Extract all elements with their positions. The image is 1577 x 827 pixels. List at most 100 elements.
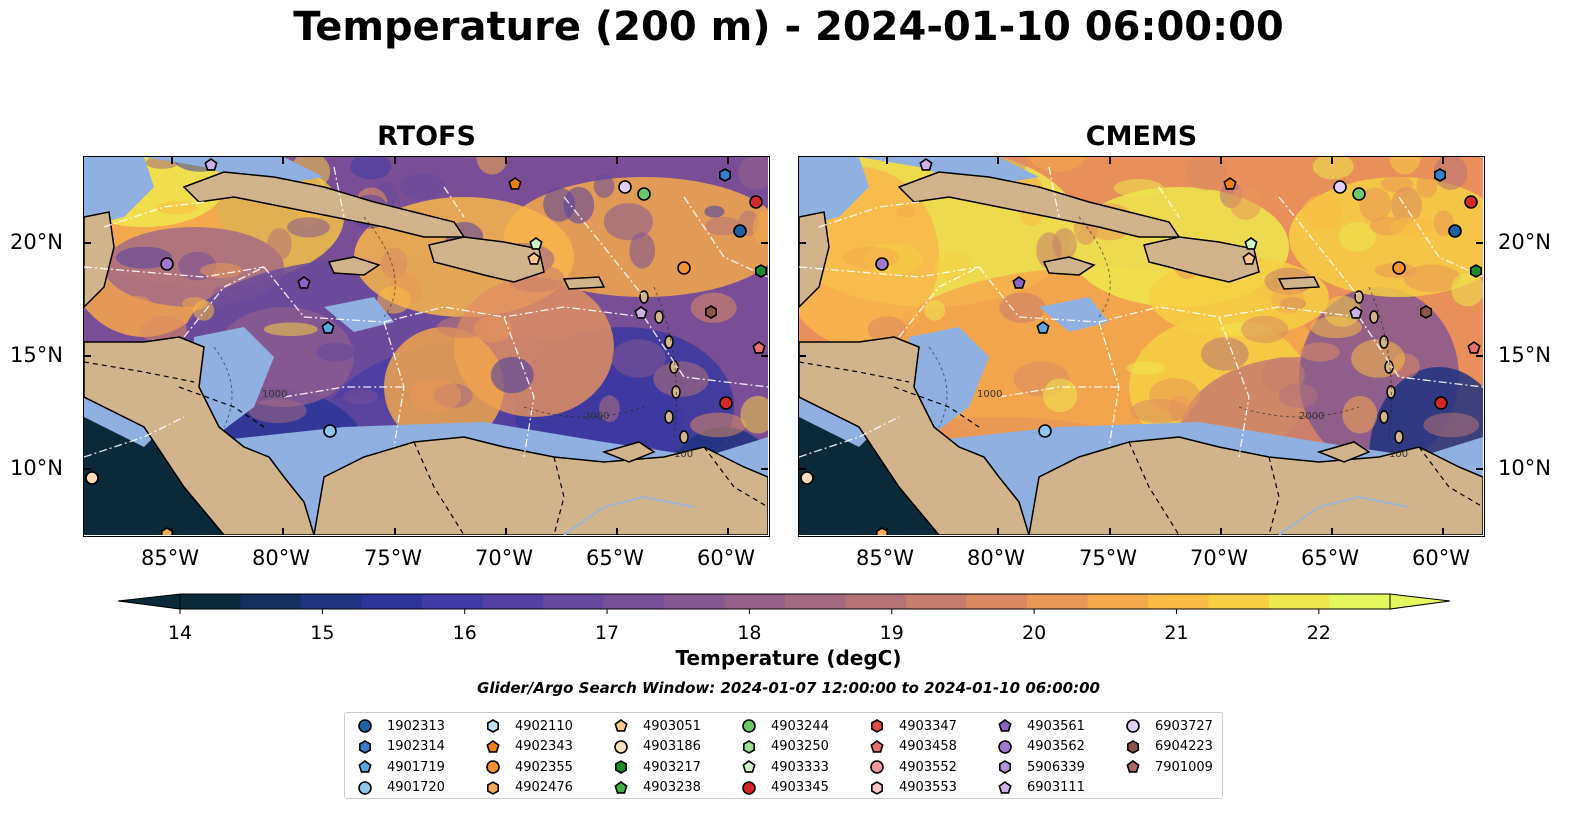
- pentagon-marker-icon: [998, 719, 1012, 732]
- pentagon-marker-icon: [614, 780, 628, 794]
- colorbar-extend-min: [117, 593, 181, 610]
- colorbar-segment: [361, 594, 423, 609]
- legend-label: 4903250: [771, 739, 829, 754]
- float-marker-6904223: [704, 305, 718, 319]
- figure-title: Temperature (200 m) - 2024-01-10 06:00:0…: [293, 4, 1284, 50]
- legend-item-4902343: 4902343: [485, 737, 573, 757]
- legend-label: 6903111: [1027, 780, 1085, 795]
- colorbar-tick-label: 21: [1164, 622, 1189, 644]
- float-marker-6903111: [919, 158, 933, 171]
- legend-item-4903051: 4903051: [613, 716, 701, 736]
- search-window-text: Glider/Argo Search Window: 2024-01-07 12…: [477, 679, 1100, 697]
- colorbar-tick-label: 18: [737, 622, 762, 644]
- legend-item-1902314: 1902314: [357, 737, 445, 757]
- map-cmems[interactable]: 1000 100 2000: [798, 156, 1485, 537]
- legend-marker: [1126, 760, 1140, 773]
- lon-tick-label: 75°W: [364, 546, 422, 570]
- colorbar-segment: [724, 594, 786, 609]
- legend-marker: [998, 760, 1011, 774]
- float-marker-4902355: [677, 261, 691, 275]
- legend-label: 4903562: [1027, 739, 1085, 754]
- legend-item-4903347: 4903347: [869, 716, 957, 736]
- legend-item-4903217: 4903217: [613, 757, 701, 777]
- colorbar-segment: [603, 594, 665, 609]
- legend-marker: [742, 760, 756, 773]
- legend-marker: [742, 719, 756, 733]
- colorbar-segment: [906, 594, 967, 609]
- legend-label: 1902314: [387, 739, 445, 754]
- legend-label: 4903458: [899, 739, 957, 754]
- float-marker-4903333: [529, 237, 543, 250]
- hexagon-marker-icon: [358, 739, 371, 754]
- circle-marker-icon: [742, 780, 756, 795]
- float-marker-6903111: [634, 306, 648, 319]
- legend-marker: [486, 780, 499, 795]
- legend-marker: [486, 719, 499, 733]
- legend-label: 5906339: [1027, 759, 1085, 775]
- float-marker-6903111: [1349, 306, 1363, 319]
- legend-label: 6903727: [1155, 718, 1213, 734]
- legend-marker: [1126, 719, 1140, 733]
- colorbar-segment: [785, 594, 846, 609]
- lon-tick-label: 60°W: [1412, 546, 1470, 570]
- legend-marker: [870, 719, 883, 733]
- contour-label: 1000: [977, 389, 1002, 400]
- legend-marker: [486, 739, 500, 753]
- lon-tick-label: 75°W: [1079, 546, 1137, 570]
- circle-marker-icon: [998, 739, 1012, 754]
- legend-item-4903250: 4903250: [741, 737, 829, 757]
- contour-label: 2000: [1299, 411, 1324, 422]
- map-rtofs[interactable]: 1000 100 2000: [83, 156, 770, 537]
- float-marker-6903111: [204, 158, 218, 171]
- float-marker-1902314: [718, 168, 732, 182]
- legend-item-4903238: 4903238: [613, 778, 701, 798]
- pentagon-marker-icon: [486, 739, 500, 753]
- colorbar-tick-label: 16: [452, 622, 477, 644]
- legend-label: 4903238: [643, 780, 701, 795]
- float-marker-4902476: [876, 527, 888, 535]
- legend-item-4902355: 4902355: [485, 757, 573, 777]
- hexagon-marker-icon: [742, 739, 755, 754]
- float-marker-1902314: [1433, 168, 1447, 182]
- legend-label: 4901719: [387, 759, 445, 775]
- circle-marker-icon: [870, 760, 884, 774]
- colorbar-segment: [543, 594, 604, 609]
- colorbar-segment: [1027, 594, 1088, 609]
- legend-label: 6904223: [1155, 739, 1213, 754]
- circle-marker-icon: [1126, 719, 1140, 733]
- hexagon-marker-icon: [998, 760, 1011, 774]
- pentagon-marker-icon: [614, 719, 628, 732]
- float-marker-4903561: [1012, 276, 1026, 289]
- legend-item-4903553: 4903553: [869, 778, 957, 798]
- legend-marker: [1126, 739, 1139, 754]
- float-marker-4903051: [1242, 252, 1256, 265]
- legend-marker: [870, 780, 883, 795]
- map-cmems-canvas: 1000 100 2000: [799, 157, 1483, 535]
- hexagon-marker-icon: [870, 780, 883, 795]
- colorbar-segment: [664, 594, 725, 609]
- float-marker-4903186: [85, 471, 99, 485]
- lon-tick-label: 60°W: [697, 546, 755, 570]
- legend-label: 4901720: [387, 780, 445, 795]
- legend-marker: [358, 739, 371, 754]
- legend-marker: [614, 739, 628, 754]
- contour-label: 2000: [584, 411, 609, 422]
- colorbar-segment: [1329, 594, 1391, 609]
- legend-item-7901009: 7901009: [1125, 757, 1213, 777]
- pentagon-marker-icon: [358, 760, 372, 773]
- legend-item-4903552: 4903552: [869, 757, 957, 777]
- legend-marker: [614, 780, 628, 794]
- float-marker-4903345: [749, 195, 763, 209]
- legend-item-6903727: 6903727: [1125, 716, 1213, 736]
- legend-item-4901720: 4901720: [357, 778, 445, 798]
- float-marker-4903561: [297, 276, 311, 289]
- lon-tick-label: 80°W: [967, 546, 1025, 570]
- lon-tick-label: 85°W: [856, 546, 914, 570]
- legend-label: 4902476: [515, 780, 573, 795]
- float-marker-4903562: [160, 257, 174, 271]
- float-marker-4902343: [1223, 177, 1237, 190]
- lat-tick-label: 20°N: [1498, 230, 1551, 254]
- hexagon-marker-icon: [870, 719, 883, 733]
- float-marker-4903345: [719, 396, 733, 410]
- lat-tick-label: 15°N: [1498, 343, 1551, 367]
